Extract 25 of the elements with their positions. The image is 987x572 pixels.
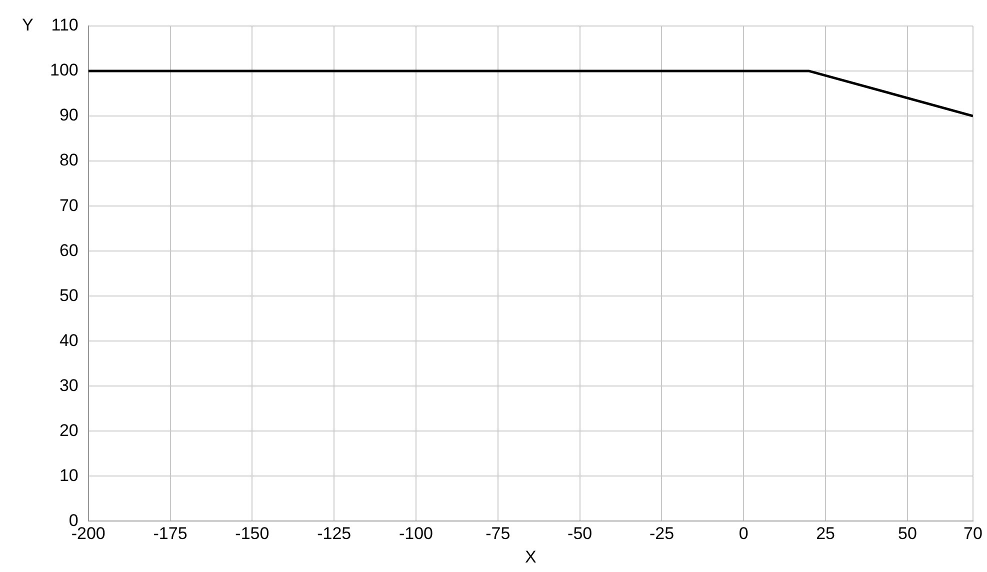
x-tick-label: -125 [317, 524, 352, 544]
x-tick-label: -50 [568, 524, 592, 544]
x-tick-label: -150 [235, 524, 270, 544]
y-tick-label: 40 [59, 330, 78, 350]
y-tick-label: 80 [59, 150, 78, 170]
y-tick-label: 30 [59, 376, 78, 395]
x-axis-title: X [525, 547, 536, 566]
x-tick-label: 70 [964, 524, 982, 544]
x-tick-label: 0 [738, 524, 748, 544]
y-tick-label: 50 [59, 286, 78, 305]
y-tick-label: 20 [59, 420, 78, 440]
y-tick-label: 100 [50, 60, 78, 80]
x-tick-label: -75 [486, 524, 510, 544]
x-tick-label: -175 [153, 524, 188, 544]
x-tick-label: -100 [398, 524, 434, 544]
x-tick-label: -25 [649, 524, 674, 544]
y-tick-label: 10 [59, 466, 78, 485]
x-tick-label: 50 [898, 524, 917, 544]
y-axis-title: Y [22, 16, 34, 35]
y-tick-label: 110 [51, 16, 78, 35]
x-tick-label: 25 [816, 524, 836, 544]
y-tick-label: 70 [59, 196, 78, 215]
y-tick-label: 0 [68, 510, 78, 530]
y-tick-label: 90 [59, 106, 78, 125]
y-tick-label: 60 [59, 240, 78, 260]
